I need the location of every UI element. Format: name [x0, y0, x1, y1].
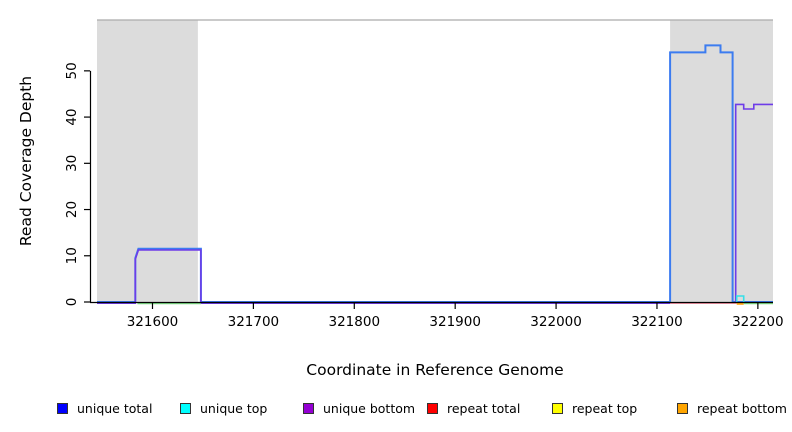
- x-tick-label: 321900: [429, 314, 481, 330]
- x-tick-label: 322000: [530, 314, 582, 330]
- y-tick-label: 40: [64, 108, 80, 125]
- legend-item-repeat-top: repeat top: [552, 399, 637, 417]
- coverage-plot: 321600 321700 321800 321900 322000 322100 3222…: [17, 19, 784, 379]
- y-tick-label: 50: [64, 62, 80, 79]
- legend-swatch-icon: [180, 402, 191, 414]
- y-tick-label: 0: [64, 298, 80, 307]
- legend-swatch-icon: [57, 402, 68, 414]
- legend-label: unique total: [77, 400, 153, 416]
- legend-label: repeat bottom: [697, 400, 787, 416]
- legend-item-repeat-total: repeat total: [427, 399, 520, 417]
- legend: unique total unique top unique bottom repea…: [0, 399, 792, 421]
- legend-swatch-icon: [303, 402, 314, 414]
- legend-label: repeat top: [572, 400, 638, 416]
- y-axis-title: Read Coverage Depth: [17, 76, 35, 246]
- legend-swatch-icon: [427, 402, 438, 414]
- legend-item-unique-total: unique total: [57, 399, 152, 417]
- shaded-region: [97, 20, 198, 302]
- shaded-repeat-regions: [97, 20, 773, 302]
- shaded-region: [670, 20, 773, 302]
- axes: 321600 321700 321800 321900 322000 322100 3222…: [64, 62, 784, 330]
- legend-item-repeat-bottom: repeat bottom: [677, 399, 787, 417]
- x-axis-title: Coordinate in Reference Genome: [306, 361, 563, 379]
- legend-item-unique-bottom: unique bottom: [303, 399, 415, 417]
- x-tick-label: 321700: [228, 314, 280, 330]
- y-tick-label: 20: [64, 201, 80, 218]
- legend-label: unique top: [200, 400, 268, 416]
- y-tick-label: 10: [64, 247, 80, 264]
- legend-swatch-icon: [677, 402, 688, 414]
- legend-label: repeat total: [447, 400, 521, 416]
- legend-item-unique-top: unique top: [180, 399, 267, 417]
- x-tick-label: 322200: [732, 314, 784, 330]
- y-tick-label: 30: [64, 155, 80, 172]
- x-tick-label: 322100: [631, 314, 683, 330]
- x-tick-label: 321600: [127, 314, 179, 330]
- series-unique-bottom: [734, 103, 773, 304]
- legend-swatch-icon: [552, 402, 563, 414]
- legend-label: unique bottom: [323, 400, 416, 416]
- x-tick-label: 321800: [329, 314, 381, 330]
- series-unique-top: [735, 295, 745, 302]
